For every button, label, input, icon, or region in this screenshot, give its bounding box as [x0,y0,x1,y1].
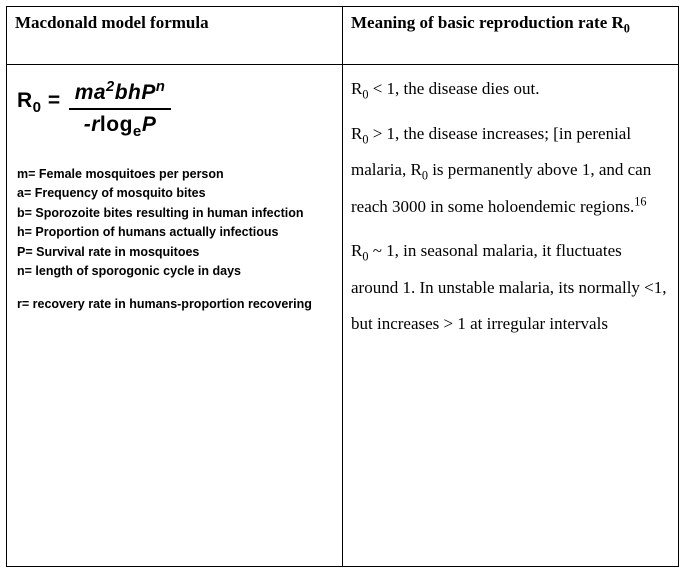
formula-fraction: ma2bhPn -rlogeP [69,81,172,137]
def-b: b= Sporozoite bites resulting in human i… [17,204,332,223]
macdonald-model-table: Macdonald model formula Meaning of basic… [6,6,679,567]
meaning-p1: R0 < 1, the disease dies out. [351,71,670,108]
def-spacer [17,281,332,295]
variable-definitions: m= Female mosquitoes per person a= Frequ… [17,165,332,315]
num-b: bhP [115,81,156,104]
def-n: n= length of sporogonic cycle in days [17,262,332,281]
num-a: ma [75,81,106,104]
formula-block: R0 = ma2bhPn -rlogeP m= Female mosquitoe… [15,71,334,315]
def-h: h= Proportion of humans actually infecti… [17,223,332,242]
p2-a: R [351,124,362,143]
meaning-p3: R0 ~ 1, in seasonal malaria, it fluctuat… [351,233,670,343]
num-b-exp: n [156,79,165,95]
fraction-denominator: -rlogeP [69,110,172,137]
p1-b: < 1, the disease dies out. [368,79,539,98]
formula-cell: R0 = ma2bhPn -rlogeP m= Female mosquitoe… [7,65,343,567]
def-P: P= Survival rate in mosquitoes [17,243,332,262]
header-right-text: Meaning of basic reproduction rate R [351,13,624,32]
den-log-sub: e [133,123,142,140]
header-right: Meaning of basic reproduction rate R0 [343,7,679,65]
lhs-sub: 0 [33,99,42,116]
def-m: m= Female mosquitoes per person [17,165,332,184]
header-left: Macdonald model formula [7,7,343,65]
def-a: a= Frequency of mosquito bites [17,184,332,203]
den-log: log [100,113,133,136]
lhs-var: R [17,89,33,112]
p3-a: R [351,241,362,260]
def-r: r= recovery rate in humans-proportion re… [17,295,332,314]
meaning-p2: R0 > 1, the disease increases; [in peren… [351,116,670,226]
fraction-numerator: ma2bhPn [69,81,172,110]
lhs-eq: = [42,89,61,112]
meaning-cell: R0 < 1, the disease dies out. R0 > 1, th… [343,65,679,567]
header-right-sub: 0 [624,21,630,35]
p1-a: R [351,79,362,98]
den-a: -r [84,113,100,136]
formula-equation: R0 = ma2bhPn -rlogeP [17,81,332,137]
header-left-text: Macdonald model formula [15,13,209,32]
num-a-exp: 2 [106,79,115,95]
p3-b: ~ 1, in seasonal malaria, it fluctuates … [351,241,667,333]
formula-lhs: R0 = [17,81,61,113]
p2-cite: 16 [634,194,646,208]
den-b: P [142,113,157,136]
